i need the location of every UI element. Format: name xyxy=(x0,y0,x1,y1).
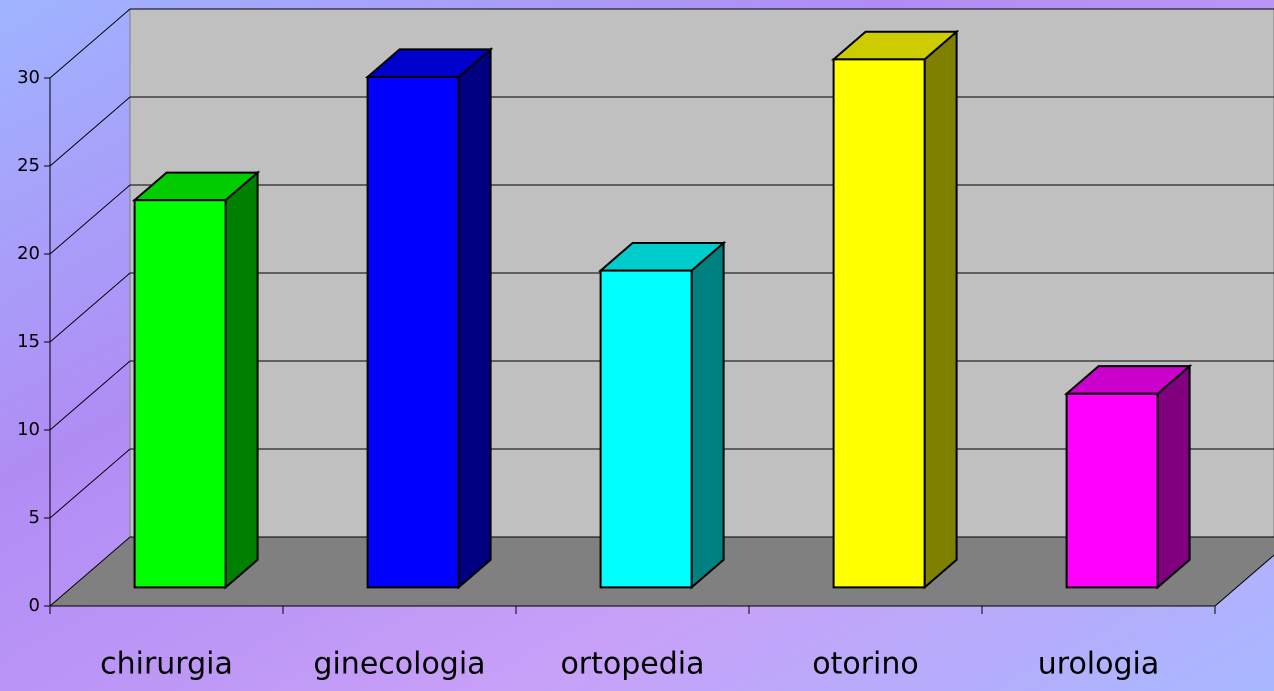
grid-line xyxy=(49,536,131,607)
x-tick-label: ortopedia xyxy=(560,647,704,682)
y-tick-label: 15 xyxy=(17,331,40,352)
bar xyxy=(599,269,693,589)
bar-side xyxy=(457,47,492,590)
bar xyxy=(1065,392,1159,589)
y-tick-label: 10 xyxy=(17,419,40,440)
grid-line xyxy=(49,448,131,519)
bar-side xyxy=(690,240,725,590)
x-tick-label: ginecologia xyxy=(313,647,485,682)
bar-side xyxy=(923,29,958,590)
y-tick-label: 30 xyxy=(17,67,40,88)
bar-side xyxy=(224,170,259,590)
grid-line xyxy=(49,272,131,343)
bar-side xyxy=(1156,363,1191,590)
grid-line xyxy=(49,8,131,79)
y-tick-label: 5 xyxy=(29,507,40,528)
grid-line xyxy=(49,184,131,255)
x-tick-label: chirurgia xyxy=(100,647,233,682)
grid-line xyxy=(49,360,131,431)
bar xyxy=(366,75,460,589)
x-tick-label: urologia xyxy=(1038,647,1160,682)
y-tick-label: 25 xyxy=(17,155,40,176)
bar xyxy=(832,58,926,589)
x-tick-label: otorino xyxy=(812,647,919,682)
bar xyxy=(133,199,227,589)
y-tick-label: 20 xyxy=(17,243,40,264)
floor-edge xyxy=(1214,554,1274,607)
grid-line xyxy=(49,96,131,167)
y-tick-label: 0 xyxy=(29,595,40,616)
